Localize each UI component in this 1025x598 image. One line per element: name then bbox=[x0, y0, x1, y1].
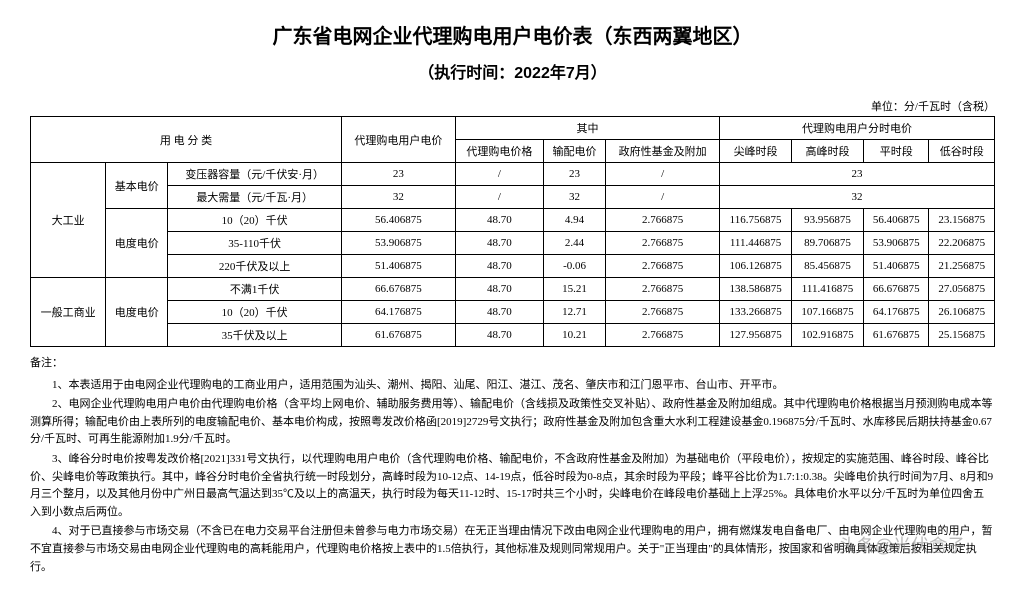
cell: 23.156875 bbox=[929, 209, 995, 232]
cell: 12.71 bbox=[543, 301, 605, 324]
cell: 66.676875 bbox=[863, 278, 928, 301]
table-row: 35-110千伏 53.906875 48.70 2.44 2.766875 1… bbox=[31, 232, 995, 255]
cell: 2.766875 bbox=[606, 278, 720, 301]
cell: 51.406875 bbox=[863, 255, 928, 278]
cell: 111.416875 bbox=[792, 278, 864, 301]
cell: 26.106875 bbox=[929, 301, 995, 324]
cell: 89.706875 bbox=[792, 232, 864, 255]
row-label: 变压器容量（元/千伏安·月） bbox=[168, 163, 342, 186]
row-label: 35-110千伏 bbox=[168, 232, 342, 255]
th-transmission: 输配电价 bbox=[543, 140, 605, 163]
cell: 61.676875 bbox=[341, 324, 455, 347]
cell: 93.956875 bbox=[792, 209, 864, 232]
cell: 56.406875 bbox=[863, 209, 928, 232]
cell: 127.956875 bbox=[720, 324, 792, 347]
cell: 61.676875 bbox=[863, 324, 928, 347]
th-agent-purchase: 代理购电价格 bbox=[455, 140, 543, 163]
watermark: 头条@光伏盒子 bbox=[839, 532, 965, 558]
cat-large: 大工业 bbox=[31, 163, 106, 278]
th-time-price: 代理购电用户分时电价 bbox=[720, 117, 995, 140]
cell: 64.176875 bbox=[341, 301, 455, 324]
cell: 56.406875 bbox=[341, 209, 455, 232]
cell: 48.70 bbox=[455, 255, 543, 278]
th-gov-fund: 政府性基金及附加 bbox=[606, 140, 720, 163]
th-flat: 平时段 bbox=[863, 140, 928, 163]
cell: 23 bbox=[341, 163, 455, 186]
table-row: 10（20）千伏 64.176875 48.70 12.71 2.766875 … bbox=[31, 301, 995, 324]
price-table: 用 电 分 类 代理购电用户电价 其中 代理购电用户分时电价 代理购电价格 输配… bbox=[30, 116, 995, 347]
cell: 48.70 bbox=[455, 278, 543, 301]
cell: 27.056875 bbox=[929, 278, 995, 301]
table-row: 大工业 基本电价 变压器容量（元/千伏安·月） 23 / 23 / 23 bbox=[31, 163, 995, 186]
cell: 133.266875 bbox=[720, 301, 792, 324]
cell: / bbox=[455, 186, 543, 209]
row-label: 220千伏及以上 bbox=[168, 255, 342, 278]
row-label: 10（20）千伏 bbox=[168, 209, 342, 232]
cell: 2.766875 bbox=[606, 209, 720, 232]
th-peak: 尖峰时段 bbox=[720, 140, 792, 163]
cat-general: 一般工商业 bbox=[31, 278, 106, 347]
unit-label: 单位：分/千瓦时（含税） bbox=[30, 98, 995, 114]
cell: 32 bbox=[341, 186, 455, 209]
cell: 66.676875 bbox=[341, 278, 455, 301]
cell: 32 bbox=[720, 186, 995, 209]
cell: / bbox=[606, 186, 720, 209]
note-item: 3、峰谷分时电价按粤发改价格[2021]331号文执行，以代理购电用户电价（含代… bbox=[30, 451, 995, 521]
cell: 111.446875 bbox=[720, 232, 792, 255]
cell: 32 bbox=[543, 186, 605, 209]
table-row: 220千伏及以上 51.406875 48.70 -0.06 2.766875 … bbox=[31, 255, 995, 278]
cell: 25.156875 bbox=[929, 324, 995, 347]
cell: 15.21 bbox=[543, 278, 605, 301]
row-label: 10（20）千伏 bbox=[168, 301, 342, 324]
th-high: 高峰时段 bbox=[792, 140, 864, 163]
cell: -0.06 bbox=[543, 255, 605, 278]
basic-price: 基本电价 bbox=[106, 163, 168, 209]
energy-price: 电度电价 bbox=[106, 278, 168, 347]
th-agent-price: 代理购电用户电价 bbox=[341, 117, 455, 163]
energy-price: 电度电价 bbox=[106, 209, 168, 278]
cell: 22.206875 bbox=[929, 232, 995, 255]
table-row: 最大需量（元/千瓦·月） 32 / 32 / 32 bbox=[31, 186, 995, 209]
cell: 64.176875 bbox=[863, 301, 928, 324]
th-among: 其中 bbox=[455, 117, 719, 140]
cell: 51.406875 bbox=[341, 255, 455, 278]
cell: 23 bbox=[720, 163, 995, 186]
cell: 102.916875 bbox=[792, 324, 864, 347]
cell: 48.70 bbox=[455, 324, 543, 347]
cell: 4.94 bbox=[543, 209, 605, 232]
page-subtitle: （执行时间：2022年7月） bbox=[30, 59, 995, 83]
cell: 48.70 bbox=[455, 209, 543, 232]
cell: 116.756875 bbox=[720, 209, 792, 232]
table-row: 一般工商业 电度电价 不满1千伏 66.676875 48.70 15.21 2… bbox=[31, 278, 995, 301]
cell: 2.766875 bbox=[606, 324, 720, 347]
cell: 2.766875 bbox=[606, 255, 720, 278]
notes-title: 备注： bbox=[30, 355, 995, 373]
cell: 48.70 bbox=[455, 301, 543, 324]
th-category: 用 电 分 类 bbox=[31, 117, 342, 163]
th-low: 低谷时段 bbox=[929, 140, 995, 163]
cell: 107.166875 bbox=[792, 301, 864, 324]
note-item: 2、电网企业代理购电用户电价由代理购电价格（含平均上网电价、辅助服务费用等）、输… bbox=[30, 396, 995, 449]
table-row: 35千伏及以上 61.676875 48.70 10.21 2.766875 1… bbox=[31, 324, 995, 347]
cell: 23 bbox=[543, 163, 605, 186]
cell: 10.21 bbox=[543, 324, 605, 347]
cell: 53.906875 bbox=[341, 232, 455, 255]
cell: 106.126875 bbox=[720, 255, 792, 278]
cell: 53.906875 bbox=[863, 232, 928, 255]
page-title: 广东省电网企业代理购电用户电价表（东西两翼地区） bbox=[30, 20, 995, 49]
row-label: 不满1千伏 bbox=[168, 278, 342, 301]
cell: 2.766875 bbox=[606, 301, 720, 324]
cell: / bbox=[455, 163, 543, 186]
cell: 138.586875 bbox=[720, 278, 792, 301]
cell: 2.766875 bbox=[606, 232, 720, 255]
cell: 2.44 bbox=[543, 232, 605, 255]
cell: 48.70 bbox=[455, 232, 543, 255]
row-label: 最大需量（元/千瓦·月） bbox=[168, 186, 342, 209]
row-label: 35千伏及以上 bbox=[168, 324, 342, 347]
note-item: 1、本表适用于由电网企业代理购电的工商业用户，适用范围为汕头、潮州、揭阳、汕尾、… bbox=[30, 377, 995, 395]
cell: 85.456875 bbox=[792, 255, 864, 278]
table-row: 电度电价 10（20）千伏 56.406875 48.70 4.94 2.766… bbox=[31, 209, 995, 232]
cell: / bbox=[606, 163, 720, 186]
cell: 21.256875 bbox=[929, 255, 995, 278]
